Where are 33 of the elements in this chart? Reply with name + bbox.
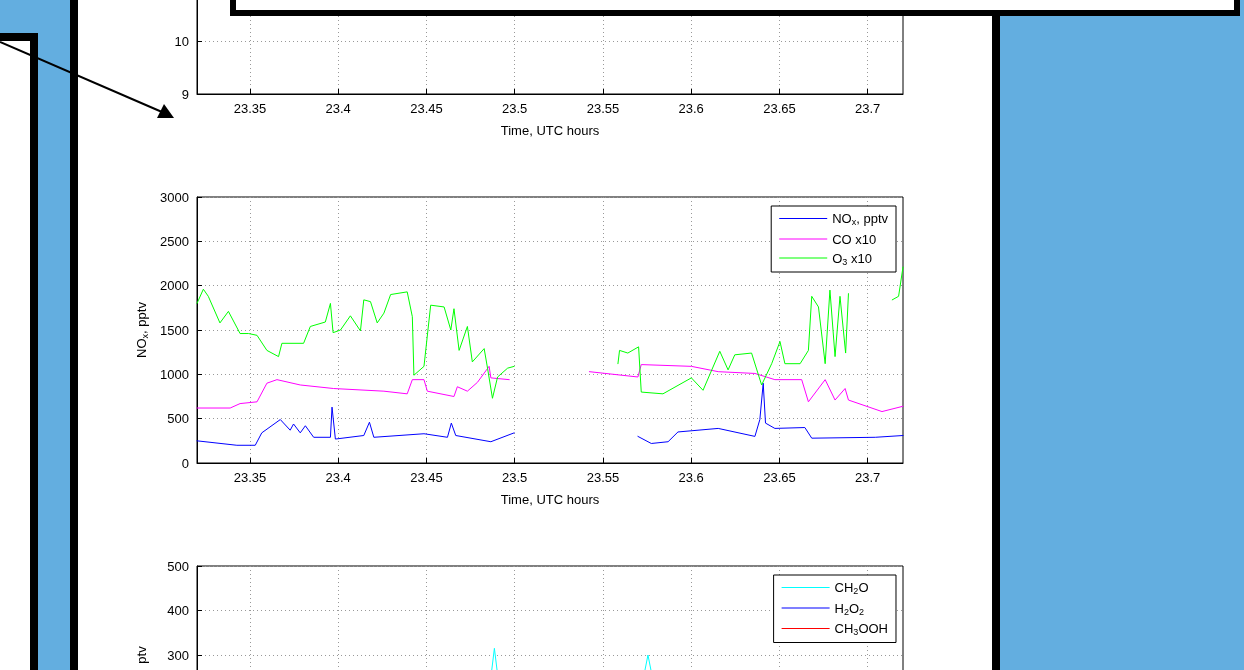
y-tick-label: 9 bbox=[181, 86, 189, 102]
x-tick-label: 23.6 bbox=[678, 101, 704, 116]
y-tick-label: 3000 bbox=[160, 189, 189, 205]
x-tick-label: 23.7 bbox=[855, 470, 881, 485]
legend-label: CO x10 bbox=[832, 231, 877, 247]
y-tick-label: 500 bbox=[167, 558, 189, 574]
x-tick-label: 23.35 bbox=[233, 101, 267, 116]
y-tick-label: 0 bbox=[181, 455, 189, 471]
x-tick-label: 23.45 bbox=[410, 470, 443, 485]
x-tick-label: 23.45 bbox=[410, 101, 443, 116]
y-tick-label: 2000 bbox=[160, 278, 189, 294]
x-tick-label: 23.35 bbox=[233, 470, 267, 485]
x-axis-title: Time, UTC hours bbox=[500, 123, 600, 138]
y-tick-label: 10 bbox=[174, 33, 189, 49]
y-tick-label: 1000 bbox=[160, 366, 189, 382]
y-tick-label: 500 bbox=[167, 411, 189, 427]
x-tick-label: 23.5 bbox=[502, 470, 528, 485]
x-tick-label: 23.4 bbox=[325, 101, 351, 116]
x-tick-label: 23.7 bbox=[855, 101, 881, 116]
x-tick-label: 23.65 bbox=[763, 101, 796, 116]
y-tick-label: 400 bbox=[167, 603, 189, 618]
x-tick-label: 23.4 bbox=[325, 470, 351, 485]
x-tick-label: 23.5 bbox=[502, 101, 528, 116]
y-tick-label: 2500 bbox=[160, 233, 189, 249]
y-tick-label: 1500 bbox=[160, 322, 189, 338]
x-axis-title: Time, UTC hours bbox=[500, 492, 600, 507]
x-tick-label: 23.55 bbox=[586, 470, 620, 485]
y-axis-title: ptv bbox=[133, 645, 149, 664]
y-tick-label: 300 bbox=[167, 647, 189, 663]
y-axis-title: NOx, pptv bbox=[133, 301, 150, 358]
x-tick-label: 23.55 bbox=[586, 101, 620, 116]
x-tick-label: 23.65 bbox=[763, 470, 796, 485]
x-tick-label: 23.6 bbox=[678, 470, 704, 485]
